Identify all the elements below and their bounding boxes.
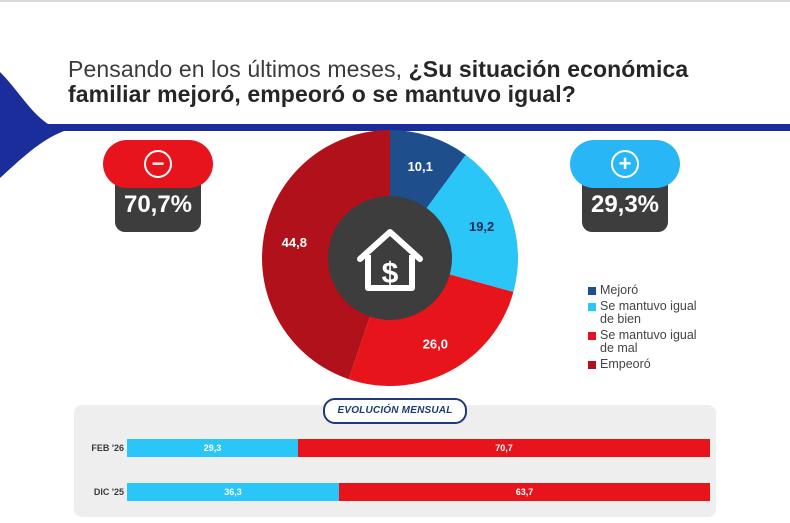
pie-legend: Mejoró Se mantuvo igual de bien Se mantuvo … xyxy=(588,284,778,374)
plus-icon: + xyxy=(611,150,639,178)
bar-positive: 36,3 xyxy=(127,483,339,501)
legend-item: Empeoró xyxy=(588,358,778,371)
top-divider xyxy=(0,0,790,2)
blue-wave-shape xyxy=(0,72,790,178)
donut-chart: $ 10,1 19,2 26,0 44,8 xyxy=(262,130,518,386)
donut-labels: 10,1 19,2 26,0 44,8 xyxy=(282,159,495,352)
row-label: FEB '26 xyxy=(91,443,124,453)
decorative-wave xyxy=(0,72,790,178)
slice-label-igual-mal: 26,0 xyxy=(423,337,448,352)
legend-swatch xyxy=(588,361,596,369)
title-bold-text: ¿Su situación económica familiar mejoró,… xyxy=(68,56,689,107)
slice-label-empeoro: 44,8 xyxy=(282,235,307,250)
donut-hole xyxy=(328,196,452,320)
legend-swatch xyxy=(588,303,596,311)
legend-item: Se mantuvo igual de mal xyxy=(588,329,778,355)
page-title: Pensando en los últimos meses, ¿Su situa… xyxy=(68,57,748,107)
legend-swatch xyxy=(588,287,596,295)
row-label: DIC '25 xyxy=(93,487,124,497)
legend-label-line2: de mal xyxy=(600,341,638,355)
house-dollar-icon: $ xyxy=(357,229,423,291)
slice-empeoro xyxy=(262,130,390,380)
slice-label-mejoro: 10,1 xyxy=(408,159,433,174)
dollar-sign: $ xyxy=(382,257,399,290)
title-normal-text: Pensando en los últimos meses, xyxy=(68,56,409,82)
legend-label: Se mantuvo igual xyxy=(600,299,697,313)
bar-negative: 63,7 xyxy=(339,483,710,501)
legend-label: Se mantuvo igual xyxy=(600,328,697,342)
legend-label: Empeoró xyxy=(600,357,651,371)
minus-icon: − xyxy=(144,150,172,178)
bar-negative: 70,7 xyxy=(298,439,710,457)
evolution-title: EVOLUCIÓN MENSUAL xyxy=(323,398,467,424)
legend-item: Se mantuvo igual de bien xyxy=(588,300,778,326)
legend-item: Mejoró xyxy=(588,284,778,297)
bar-positive: 29,3 xyxy=(127,439,298,457)
legend-label-line2: de bien xyxy=(600,312,642,326)
legend-label: Mejoró xyxy=(600,283,639,297)
legend-swatch xyxy=(588,332,596,340)
slice-label-igual-bien: 19,2 xyxy=(469,219,494,234)
